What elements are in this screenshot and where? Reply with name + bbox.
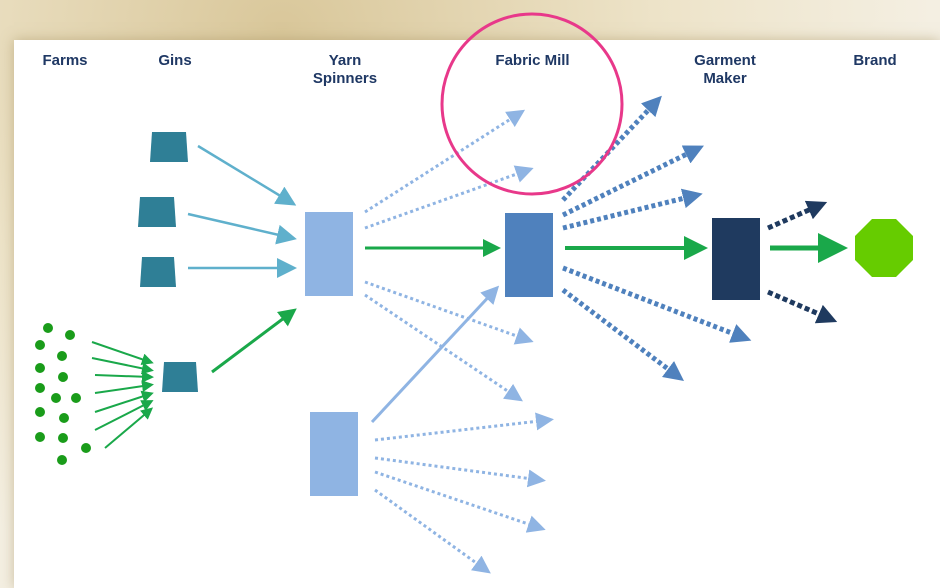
fabric-mill xyxy=(505,213,553,297)
farm-dots xyxy=(35,323,91,465)
column-label: Farms xyxy=(30,52,100,70)
spinner-dotted-arrows xyxy=(365,113,548,570)
column-label: Fabric Mill xyxy=(495,52,570,70)
column-label: Gins xyxy=(140,52,210,70)
garment-maker xyxy=(712,218,760,300)
spinner xyxy=(305,212,353,296)
farm-arrows xyxy=(92,342,150,448)
spinner xyxy=(310,412,358,496)
column-label: Brand xyxy=(840,52,910,70)
column-label: Yarn Spinners xyxy=(300,52,390,88)
spinner-arrow xyxy=(372,290,495,422)
page: Farms Gins Yarn Spinners Fabric Mill Gar… xyxy=(0,0,940,588)
gins xyxy=(138,132,198,392)
highlight-circle xyxy=(442,14,622,194)
gin-arrows xyxy=(188,146,292,268)
gin-arrow xyxy=(212,312,292,372)
column-label: Garment Maker xyxy=(680,52,770,88)
brand-octagon xyxy=(855,219,913,277)
supply-chain-diagram xyxy=(0,0,940,588)
garment-dotted-arrows xyxy=(768,206,828,318)
